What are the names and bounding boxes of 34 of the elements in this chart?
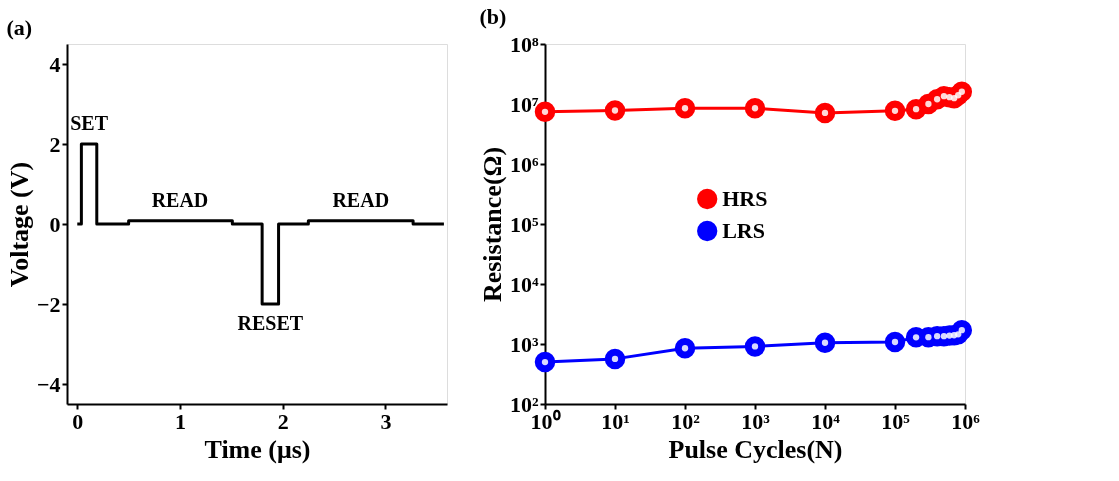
y-tick-label: 0 bbox=[49, 211, 61, 237]
y-axis-title: Voltage (V) bbox=[4, 161, 34, 288]
legend-label: HRS bbox=[722, 186, 768, 211]
chart-title: (b) bbox=[479, 4, 507, 29]
x-tick-label: 1 bbox=[174, 408, 186, 434]
y-axis-title: Resistance(Ω) bbox=[477, 146, 507, 303]
x-tick-label: 3 bbox=[380, 408, 392, 434]
y-tick-label: 10⁵ bbox=[509, 211, 539, 237]
y-tick-label: 10⁷ bbox=[509, 91, 539, 117]
annotation: READ bbox=[332, 188, 390, 211]
y-tick-label: −2 bbox=[36, 291, 61, 317]
x-axis-title: Time (μs) bbox=[204, 434, 311, 464]
x-tick-label: 10⁶ bbox=[951, 408, 981, 434]
x-axis-title: Pulse Cycles(N) bbox=[668, 434, 843, 464]
y-tick-label: 10⁸ bbox=[509, 31, 539, 57]
annotation: READ bbox=[151, 188, 209, 211]
annotation: SET bbox=[70, 112, 109, 134]
y-tick-label: 10⁴ bbox=[509, 271, 539, 297]
y-tick-label: 2 bbox=[49, 131, 61, 157]
x-tick-label: 10² bbox=[671, 408, 701, 434]
line-series bbox=[75, 142, 446, 306]
x-tick-label: 10¹ bbox=[601, 408, 630, 434]
x-tick-label: 0 bbox=[72, 408, 84, 434]
y-tick-label: −4 bbox=[36, 371, 61, 397]
y-tick-label: 10⁶ bbox=[509, 151, 539, 177]
x-tick-label: 10³ bbox=[741, 408, 771, 434]
x-tick-label: 10⁵ bbox=[881, 408, 911, 434]
y-tick-label: 10³ bbox=[509, 331, 539, 357]
y-tick-label: 4 bbox=[49, 51, 61, 77]
x-tick-label: 10⁴ bbox=[811, 408, 841, 434]
x-tick-label: 2 bbox=[277, 408, 289, 434]
annotation: RESET bbox=[237, 312, 304, 334]
legend-label: LRS bbox=[722, 218, 765, 243]
chart-title: (a) bbox=[6, 15, 33, 40]
